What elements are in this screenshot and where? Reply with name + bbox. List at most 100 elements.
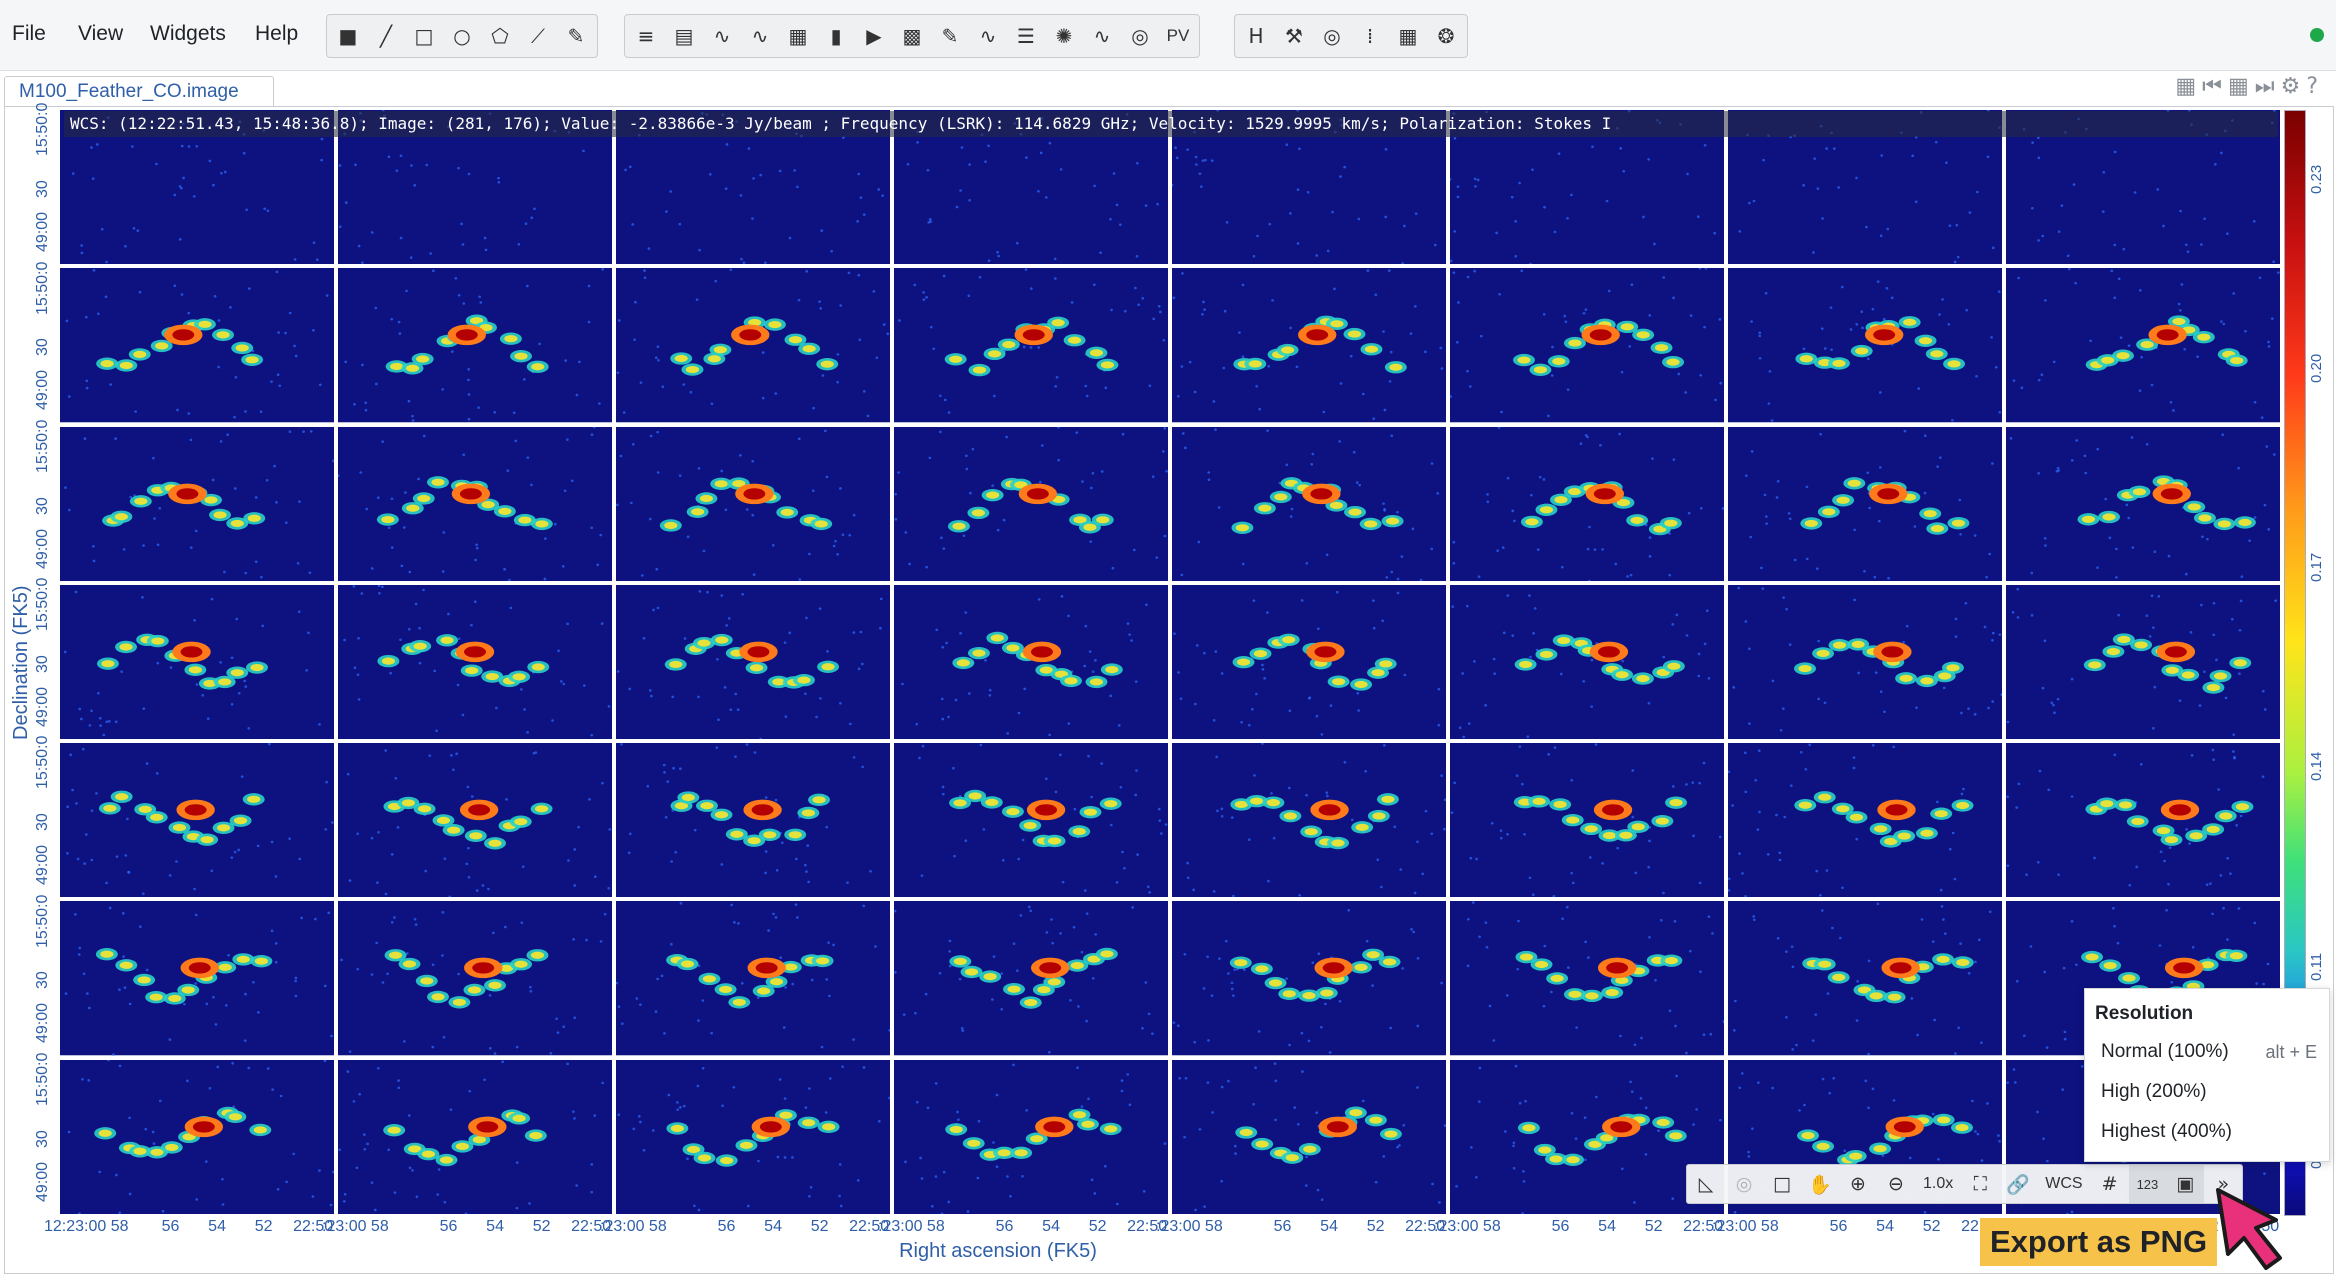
channel-panel[interactable] xyxy=(60,268,334,423)
ellipse-icon[interactable]: ○ xyxy=(453,24,471,48)
colorbar[interactable] xyxy=(2284,110,2306,1216)
menu-widgets[interactable]: Widgets xyxy=(150,22,226,45)
render-config-icon[interactable]: ▩ xyxy=(902,24,922,48)
image-fitting-icon[interactable]: ▦ xyxy=(1398,24,1418,48)
region-list-icon[interactable]: ≡ xyxy=(637,24,655,48)
resolution-normal[interactable]: Normal (100%) xyxy=(2101,1041,2229,1062)
channel-panel[interactable] xyxy=(616,584,890,740)
channel-panel[interactable] xyxy=(894,901,1168,1056)
channel-panel[interactable] xyxy=(60,743,334,898)
save-image-icon[interactable]: ▣ xyxy=(2166,1165,2205,1203)
channel-panel[interactable] xyxy=(1450,901,1724,1056)
channel-panel[interactable] xyxy=(1728,901,2002,1056)
grid-layout-icon[interactable]: ▦ xyxy=(2227,74,2249,99)
channel-panel[interactable] xyxy=(338,584,612,740)
channel-panel[interactable] xyxy=(1450,1059,1724,1214)
channel-panel[interactable] xyxy=(1172,901,1446,1056)
channel-panel[interactable] xyxy=(616,743,890,898)
line-icon[interactable]: ╱ xyxy=(379,24,393,48)
channel-panel[interactable] xyxy=(894,584,1168,740)
channel-panel[interactable] xyxy=(338,743,612,898)
zoom-in-icon[interactable]: ⊕ xyxy=(1850,1173,1866,1195)
header-icon[interactable]: H xyxy=(1248,24,1264,48)
channel-panel[interactable] xyxy=(60,426,334,581)
channel-panel[interactable] xyxy=(616,426,890,581)
channel-panel[interactable] xyxy=(1172,1059,1446,1214)
contour-icon[interactable]: ◎ xyxy=(1323,24,1341,48)
channel-panel[interactable] xyxy=(616,1059,890,1214)
zoom-fit-icon[interactable]: ⛶ xyxy=(1973,1173,1987,1195)
link-icon[interactable]: 🔗 xyxy=(2006,1173,2031,1196)
channel-panel[interactable] xyxy=(1172,268,1446,423)
layout-icon[interactable]: ▦ xyxy=(2175,74,2197,99)
channel-panel[interactable] xyxy=(1172,743,1446,898)
crosshair-icon[interactable]: ◎ xyxy=(1735,1173,1753,1195)
channel-panel[interactable] xyxy=(1728,268,2002,423)
channel-panel[interactable] xyxy=(1728,584,2002,740)
channel-panel[interactable] xyxy=(338,901,612,1056)
channel-panel[interactable] xyxy=(338,426,612,581)
menu-help[interactable]: Help xyxy=(255,22,299,45)
pan-hand-icon[interactable]: ✋ xyxy=(1808,1173,1832,1196)
channel-map-grid[interactable] xyxy=(60,110,2280,1214)
rectangle-icon[interactable]: □ xyxy=(414,24,434,48)
moments-icon[interactable]: ◎ xyxy=(1131,24,1149,48)
channel-panel[interactable] xyxy=(60,584,334,740)
edit-region-icon[interactable]: ✎ xyxy=(567,24,585,48)
polygon-icon[interactable]: ⬠ xyxy=(491,24,509,48)
channel-panel[interactable] xyxy=(2006,743,2280,898)
channel-panel[interactable] xyxy=(1728,743,2002,898)
channel-panel[interactable] xyxy=(616,901,890,1056)
channel-panel[interactable] xyxy=(2006,426,2280,581)
region-select-icon[interactable]: □ xyxy=(1773,1173,1791,1195)
coordinate-system-button[interactable]: WCS xyxy=(2045,1175,2083,1192)
histogram-icon[interactable]: ▮ xyxy=(830,24,842,48)
channel-panel[interactable] xyxy=(1450,268,1724,423)
channel-panel[interactable] xyxy=(338,1059,612,1214)
channel-panel[interactable] xyxy=(1172,584,1446,740)
catalog-icon[interactable]: ✺ xyxy=(1055,24,1073,48)
menu-file[interactable]: File xyxy=(12,22,46,45)
prev-icon[interactable]: ⏮ xyxy=(2202,74,2222,99)
animator-icon[interactable]: ▶ xyxy=(866,24,882,48)
channel-panel[interactable] xyxy=(60,901,334,1056)
online-catalog-icon[interactable]: ❂ xyxy=(1437,24,1455,48)
resolution-highest[interactable]: Highest (400%) xyxy=(2101,1121,2232,1142)
zoom-out-icon[interactable]: ⊖ xyxy=(1888,1173,1904,1195)
channel-panel[interactable] xyxy=(894,743,1168,898)
pv-button[interactable]: PV xyxy=(1166,26,1190,45)
pixel-value-button[interactable]: 123 xyxy=(2128,1165,2167,1203)
channel-panel[interactable] xyxy=(2006,584,2280,740)
channel-panel[interactable] xyxy=(616,268,890,423)
zoom-level-button[interactable]: 1.0x xyxy=(1923,1175,1954,1192)
menu-view[interactable]: View xyxy=(78,22,124,45)
resolution-high[interactable]: High (200%) xyxy=(2101,1081,2207,1102)
channel-panel[interactable] xyxy=(1450,743,1724,898)
channel-panel[interactable] xyxy=(338,268,612,423)
channel-panel[interactable] xyxy=(1172,426,1446,581)
layers-icon[interactable]: ☰ xyxy=(1017,24,1035,48)
grid-lines-icon[interactable]: # xyxy=(2101,1173,2118,1195)
chevron-right-icon[interactable]: » xyxy=(2217,1173,2230,1195)
spectral-profiler-icon[interactable]: ∿ xyxy=(751,24,769,48)
channel-panel[interactable] xyxy=(894,426,1168,581)
channel-panel[interactable] xyxy=(60,1059,334,1214)
channel-panel[interactable] xyxy=(894,1059,1168,1214)
point-icon[interactable]: ■ xyxy=(338,24,358,48)
gear-icon[interactable]: ⚙ xyxy=(2280,74,2301,99)
tab-image-viewer[interactable]: M100_Feather_CO.image xyxy=(4,76,274,107)
fitting-icon[interactable]: ∿ xyxy=(1093,24,1111,48)
help-icon[interactable]: ? xyxy=(2306,74,2318,99)
channel-panel[interactable] xyxy=(1450,426,1724,581)
channel-panel[interactable] xyxy=(894,268,1168,423)
statistics-icon[interactable]: ▦ xyxy=(788,24,808,48)
stokes-icon[interactable]: ✎ xyxy=(941,24,959,48)
polyline-icon[interactable]: ⟋ xyxy=(531,24,545,48)
next-icon[interactable]: ⏭ xyxy=(2254,74,2275,99)
spectral-line-icon[interactable]: ∿ xyxy=(979,24,997,48)
spatial-profiler-icon[interactable]: ∿ xyxy=(713,24,731,48)
channel-panel[interactable] xyxy=(2006,268,2280,423)
vector-icon[interactable]: ⁞ xyxy=(1366,24,1374,48)
image-info-icon[interactable]: ▤ xyxy=(674,24,694,48)
channel-panel[interactable] xyxy=(1450,584,1724,740)
